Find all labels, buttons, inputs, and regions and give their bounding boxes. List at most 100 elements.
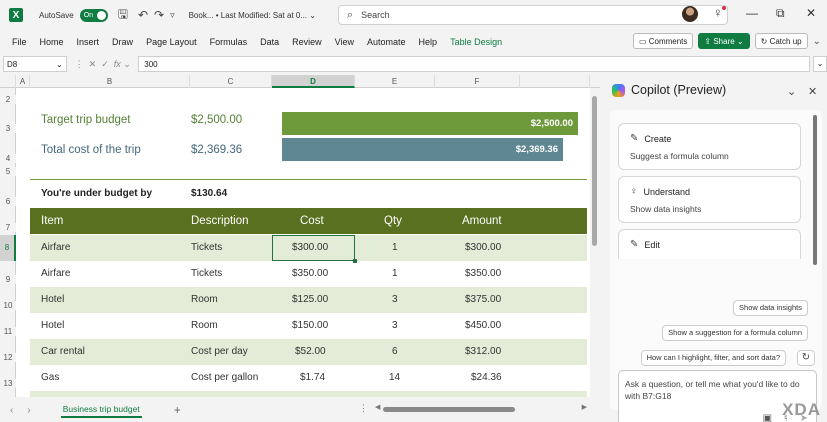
column-header-d[interactable]: D [272,75,355,88]
create-card[interactable]: ✎ Create Suggest a formula column [618,123,801,170]
qty-cell[interactable]: 6 [392,346,398,357]
column-header-a[interactable]: A [16,75,30,88]
header-amount[interactable]: Amount [462,215,502,227]
column-header-e[interactable]: E [355,75,435,88]
total-cost-bar[interactable]: $2,369.36 [282,138,563,161]
item-cell[interactable]: Gas [41,372,60,383]
microphone-icon[interactable]: ♮ [784,413,788,422]
cost-cell[interactable]: $125.00 [292,294,329,305]
tab-review[interactable]: Review [292,36,322,47]
tab-data[interactable]: Data [260,36,280,47]
ribbon-expand-icon[interactable]: ⌄ [812,35,821,47]
add-sheet-icon[interactable]: + [173,403,181,417]
share-button[interactable]: ⇪ Share ⌄ [698,33,750,49]
close-icon[interactable]: ✕ [808,86,818,98]
tab-automate[interactable]: Automate [367,36,406,47]
chevron-down-icon[interactable]: ⌄ [787,86,797,98]
cost-cell[interactable]: $52.00 [295,346,326,357]
target-budget-bar[interactable]: $2,500.00 [282,112,578,135]
amount-cell[interactable]: $312.00 [465,346,502,357]
description-cell[interactable]: Tickets [191,242,223,253]
target-budget-label[interactable]: Target trip budget [41,114,131,126]
tab-home[interactable]: Home [39,36,64,47]
header-description[interactable]: Description [191,215,249,227]
total-cost-value[interactable]: $2,369.36 [191,144,243,156]
tab-formulas[interactable]: Formulas [209,36,248,47]
row-header[interactable]: 4 [0,154,16,163]
worksheet-grid[interactable]: A B C D E F 2 3 4 5 6 7 8 9 10 11 12 13 … [0,75,600,397]
row-header[interactable]: 2 [0,95,16,104]
row-header[interactable]: 10 [0,301,16,310]
row-header[interactable]: 5 [0,167,16,176]
description-cell[interactable]: Room [191,294,218,305]
tab-help[interactable]: Help [418,36,438,47]
copilot-ask-input[interactable]: Ask a question, or tell me what you'd li… [618,370,817,422]
row-header[interactable]: 12 [0,353,16,362]
customize-toolbar-icon[interactable]: ▿ [170,9,175,20]
row-header[interactable]: 9 [0,275,16,284]
minimize-icon[interactable]: — [746,6,758,20]
save-icon[interactable]: 🖫 [117,6,128,21]
qty-cell[interactable]: 1 [392,242,398,253]
tab-file[interactable]: File [12,36,27,47]
horizontal-scrollbar[interactable]: ◀ ▶ [375,404,587,413]
header-qty[interactable]: Qty [384,215,402,227]
qty-cell[interactable]: 3 [392,320,398,331]
tab-splitter-icon[interactable]: ⋮ [359,403,368,413]
item-cell[interactable]: Hotel [41,320,65,331]
redo-icon[interactable]: ↷ [154,8,165,22]
avatar[interactable] [682,6,698,22]
under-budget-value[interactable]: $130.64 [191,188,228,199]
copilot-scrollbar[interactable] [813,115,817,265]
undo-icon[interactable]: ↶ [137,8,148,22]
column-header-c[interactable]: C [190,75,272,88]
tab-view[interactable]: View [334,36,355,47]
name-box[interactable]: D8 ⌄ [3,56,67,72]
scroll-thumb[interactable] [383,407,515,412]
tab-insert[interactable]: Insert [76,36,100,47]
scroll-right-icon[interactable]: ▶ [581,404,587,411]
item-cell[interactable]: Airfare [41,242,71,253]
amount-cell[interactable]: $350.00 [465,268,502,279]
amount-cell[interactable]: $300.00 [465,242,502,253]
vertical-scrollbar[interactable] [590,88,600,397]
send-icon[interactable]: ➤ [799,413,808,422]
row-header[interactable]: 6 [0,197,16,206]
tab-table-design[interactable]: Table Design [450,36,503,47]
cost-cell[interactable]: $150.00 [292,320,329,331]
tab-page-layout[interactable]: Page Layout [146,36,197,47]
total-cost-label[interactable]: Total cost of the trip [41,144,141,156]
tab-draw[interactable]: Draw [112,36,134,47]
description-cell[interactable]: Room [191,320,218,331]
suggestion-chip[interactable]: Show data insights [733,300,808,316]
cost-cell[interactable]: $1.74 [300,372,326,383]
sheet-tab-business-trip-budget[interactable]: Business trip budget [60,402,142,418]
scroll-left-icon[interactable]: ◀ [375,404,381,411]
catch-up-button[interactable]: ↻ Catch up [754,33,808,49]
expand-formula-icon[interactable]: ⌄ [813,56,827,72]
row-header[interactable]: 7 [0,223,16,232]
header-cost[interactable]: Cost [300,215,324,227]
document-title[interactable]: Book... • Last Modified: Sat at 0... ⌄ [188,10,316,20]
column-header-f[interactable]: F [435,75,520,88]
cost-cell[interactable]: $300.00 [292,242,329,253]
chevron-right-icon[interactable]: › [27,404,31,416]
amount-cell[interactable]: $24.36 [471,372,502,383]
understand-card[interactable]: ♀ Understand Show data insights [618,176,801,223]
scroll-thumb[interactable] [592,96,597,246]
suggestion-chip[interactable]: Show a suggestion for a formula column [662,325,808,341]
row-header[interactable]: 11 [0,327,16,336]
item-cell[interactable]: Hotel [41,294,65,305]
search-box[interactable]: ⌕ Search [338,5,728,25]
qty-cell[interactable]: 14 [389,372,401,383]
qty-cell[interactable]: 3 [392,294,398,305]
formula-input[interactable]: 300 [138,56,811,72]
suggestion-chip[interactable]: How can I highlight, filter, and sort da… [640,350,786,366]
select-all-corner[interactable] [0,75,16,88]
clipboard-icon[interactable]: ▣ [762,413,773,422]
chevron-left-icon[interactable]: ‹ [10,404,14,416]
amount-cell[interactable]: $450.00 [465,320,502,331]
amount-cell[interactable]: $375.00 [465,294,502,305]
row-header[interactable]: 13 [0,379,16,388]
target-budget-value[interactable]: $2,500.00 [191,114,243,126]
